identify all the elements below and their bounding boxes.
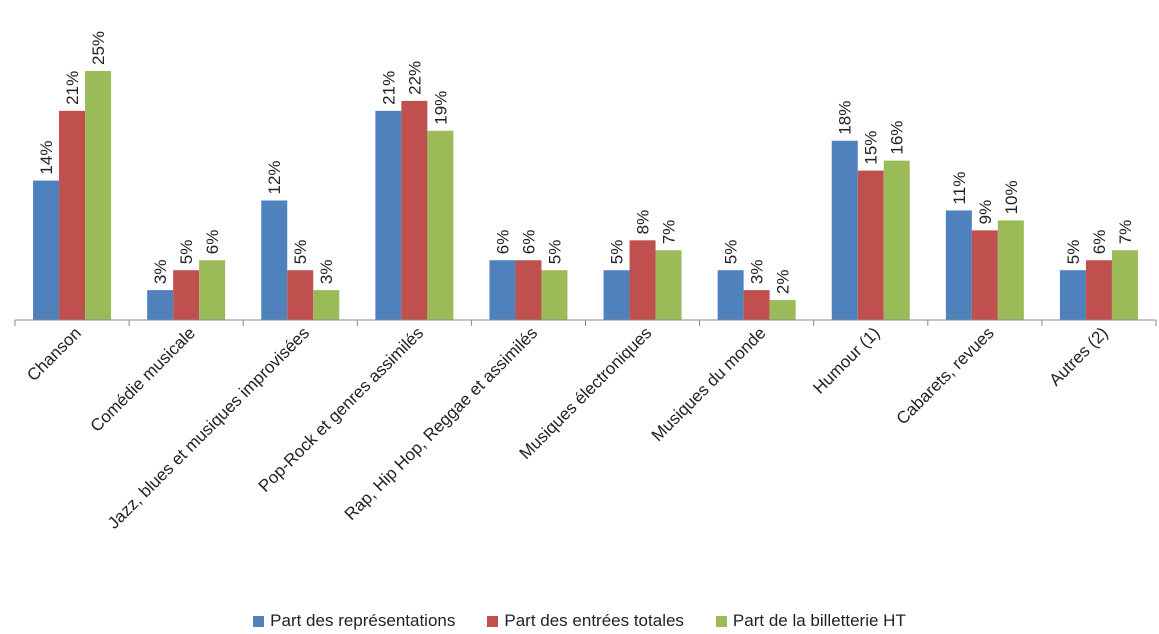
category-label: Rap, Hip Hop, Reggae et assimilés [341,323,542,524]
category-label: Autres (2) [1046,323,1112,389]
bar [655,250,682,320]
data-label: 21% [379,71,398,105]
data-label: 21% [63,71,82,105]
data-labels-layer: 14% 21% 25% 3% 5% 6% 12% 5% 3% 21% 22% 19% 6% 6% 5% 5% 8… [37,31,1135,294]
x-axis [14,319,1157,326]
bars-layer [33,71,1138,320]
bar [769,300,796,320]
legend-item: Part des entrées totales [487,611,684,631]
data-label: 16% [888,121,907,155]
bar [401,100,428,320]
data-label: 5% [291,240,310,265]
category-label: Comédie musicale [87,323,199,435]
bar [489,260,516,320]
data-label: 14% [37,141,56,175]
data-label: 25% [89,31,108,65]
bar [997,220,1024,320]
data-label: 6% [493,230,512,255]
data-label: 3% [151,260,170,285]
data-label: 3% [748,260,767,285]
bar [831,140,858,320]
legend-label: Part des représentations [270,611,456,630]
legend: Part des représentations Part des entrées… [0,608,1159,634]
legend-label: Part des entrées totales [504,611,684,630]
bar [541,270,568,320]
data-label: 9% [976,200,995,225]
bar [629,240,656,320]
legend-swatch [253,615,265,627]
bar [85,71,112,320]
category-label: Chanson [23,323,85,385]
data-label: 5% [608,240,627,265]
bar [857,170,884,320]
bar [743,290,770,320]
bar [427,130,454,320]
data-label: 10% [1002,180,1021,214]
data-label: 6% [519,230,538,255]
bar [59,110,86,320]
data-label: 3% [317,260,336,285]
bar [313,290,340,320]
bar [1059,270,1086,320]
data-label: 8% [634,210,653,235]
data-label: 7% [660,220,679,245]
bar [971,230,998,320]
bar [199,260,226,320]
bar [515,260,542,320]
category-label: Jazz, blues et musiques improvisées [104,323,313,532]
data-label: 15% [862,131,881,165]
legend-swatch [487,615,499,627]
bar [603,270,630,320]
bar [717,270,744,320]
data-label: 7% [1116,220,1135,245]
bar [883,160,910,320]
legend-item: Part de la billetterie HT [715,611,906,631]
data-label: 11% [950,172,969,205]
bar [375,110,402,320]
data-label: 12% [265,160,284,194]
category-label: Musiques du monde [648,323,770,445]
bar [147,290,174,320]
data-label: 2% [774,270,793,295]
bar [261,200,288,320]
data-label: 5% [1064,240,1083,265]
legend-swatch [715,615,727,627]
bar [1111,250,1138,320]
legend-label: Part de la billetterie HT [732,611,906,630]
bar [173,270,200,320]
bar [1085,260,1112,320]
data-label: 19% [431,91,450,125]
legend-item: Part des représentations [253,611,455,631]
data-label: 5% [545,240,564,265]
category-label: Humour (1) [809,323,883,397]
data-label: 5% [722,240,741,265]
bar [33,180,60,320]
bar [287,270,314,320]
data-label: 22% [405,61,424,95]
category-label: Cabarets, revues [893,323,998,428]
bar [945,210,972,320]
category-label: Musiques électroniques [516,323,656,463]
data-label: 5% [177,240,196,265]
data-label: 18% [836,101,855,135]
data-label: 6% [203,230,222,255]
data-label: 6% [1090,230,1109,255]
